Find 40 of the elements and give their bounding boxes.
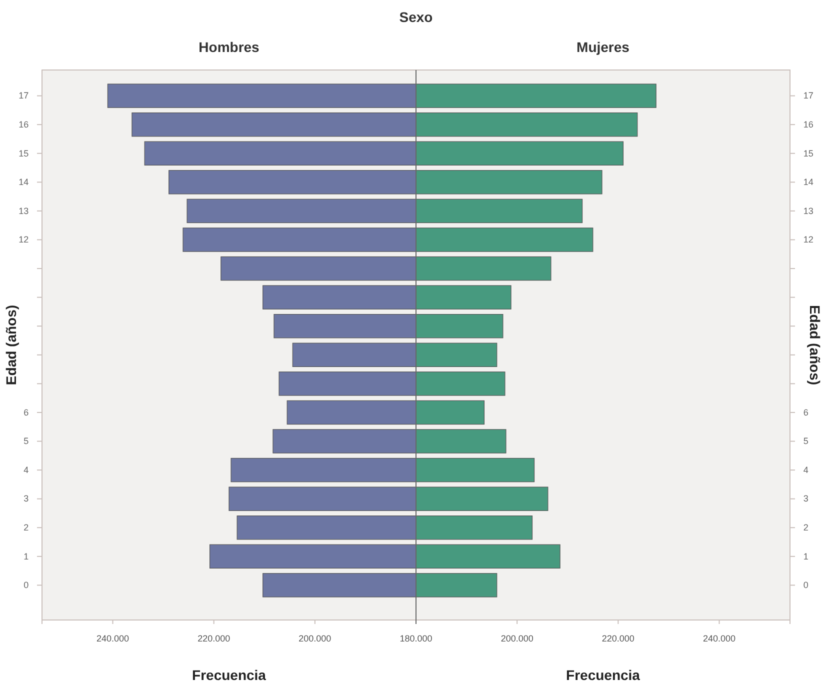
y-tick-label: 16 bbox=[18, 119, 29, 130]
y-tick-label: 12 bbox=[18, 234, 29, 245]
x-tick-label: 240.000 bbox=[96, 633, 130, 644]
x-axis-title: Frecuencia bbox=[192, 667, 266, 683]
y-tick-label: 6 bbox=[24, 407, 29, 418]
y-tick-label: 3 bbox=[803, 494, 808, 504]
y-tick-label: 15 bbox=[18, 148, 29, 158]
y-axis-title: Edad (años) bbox=[807, 304, 823, 386]
chart-title: Hombres bbox=[198, 39, 260, 55]
y-tick-label: 1 bbox=[24, 551, 29, 562]
y-tick-label: 2 bbox=[803, 522, 808, 532]
y-tick-label: 13 bbox=[803, 206, 814, 216]
y-tick-label: 4 bbox=[24, 464, 29, 475]
y-tick-label: 12 bbox=[803, 234, 814, 245]
y-tick-label: 0 bbox=[24, 580, 29, 590]
x-tick-label: 240.000 bbox=[702, 633, 736, 644]
y-tick-label: 14 bbox=[803, 177, 814, 188]
y-tick-label: 14 bbox=[18, 177, 29, 188]
y-tick-label: 1 bbox=[803, 551, 808, 562]
y-tick-label: 4 bbox=[803, 464, 808, 475]
y-tick-label: 17 bbox=[803, 90, 814, 101]
chart-title: Mujeres bbox=[576, 39, 630, 55]
y-tick-label: 15 bbox=[803, 148, 814, 158]
y-tick-label: 17 bbox=[18, 90, 29, 101]
y-tick-label: 13 bbox=[18, 206, 29, 216]
x-tick-label: 200.000 bbox=[298, 633, 332, 644]
y-tick-label: 5 bbox=[24, 436, 29, 446]
x-axis-title: Frecuencia bbox=[566, 667, 640, 683]
x-tick-label: 180.000 bbox=[400, 633, 432, 644]
y-tick-label: 0 bbox=[803, 580, 808, 590]
y-tick-label: 6 bbox=[803, 407, 808, 418]
y-axis-title: Edad (años) bbox=[3, 304, 19, 386]
y-tick-label: 16 bbox=[803, 119, 814, 130]
y-tick-label: 5 bbox=[803, 436, 808, 446]
x-tick-label: 200.000 bbox=[500, 633, 534, 644]
text: Sexo bbox=[399, 9, 433, 25]
y-tick-label: 2 bbox=[24, 522, 29, 532]
x-tick-label: 220.000 bbox=[602, 633, 634, 644]
y-tick-label: 3 bbox=[24, 494, 29, 504]
x-tick-label: 220.000 bbox=[198, 633, 230, 644]
